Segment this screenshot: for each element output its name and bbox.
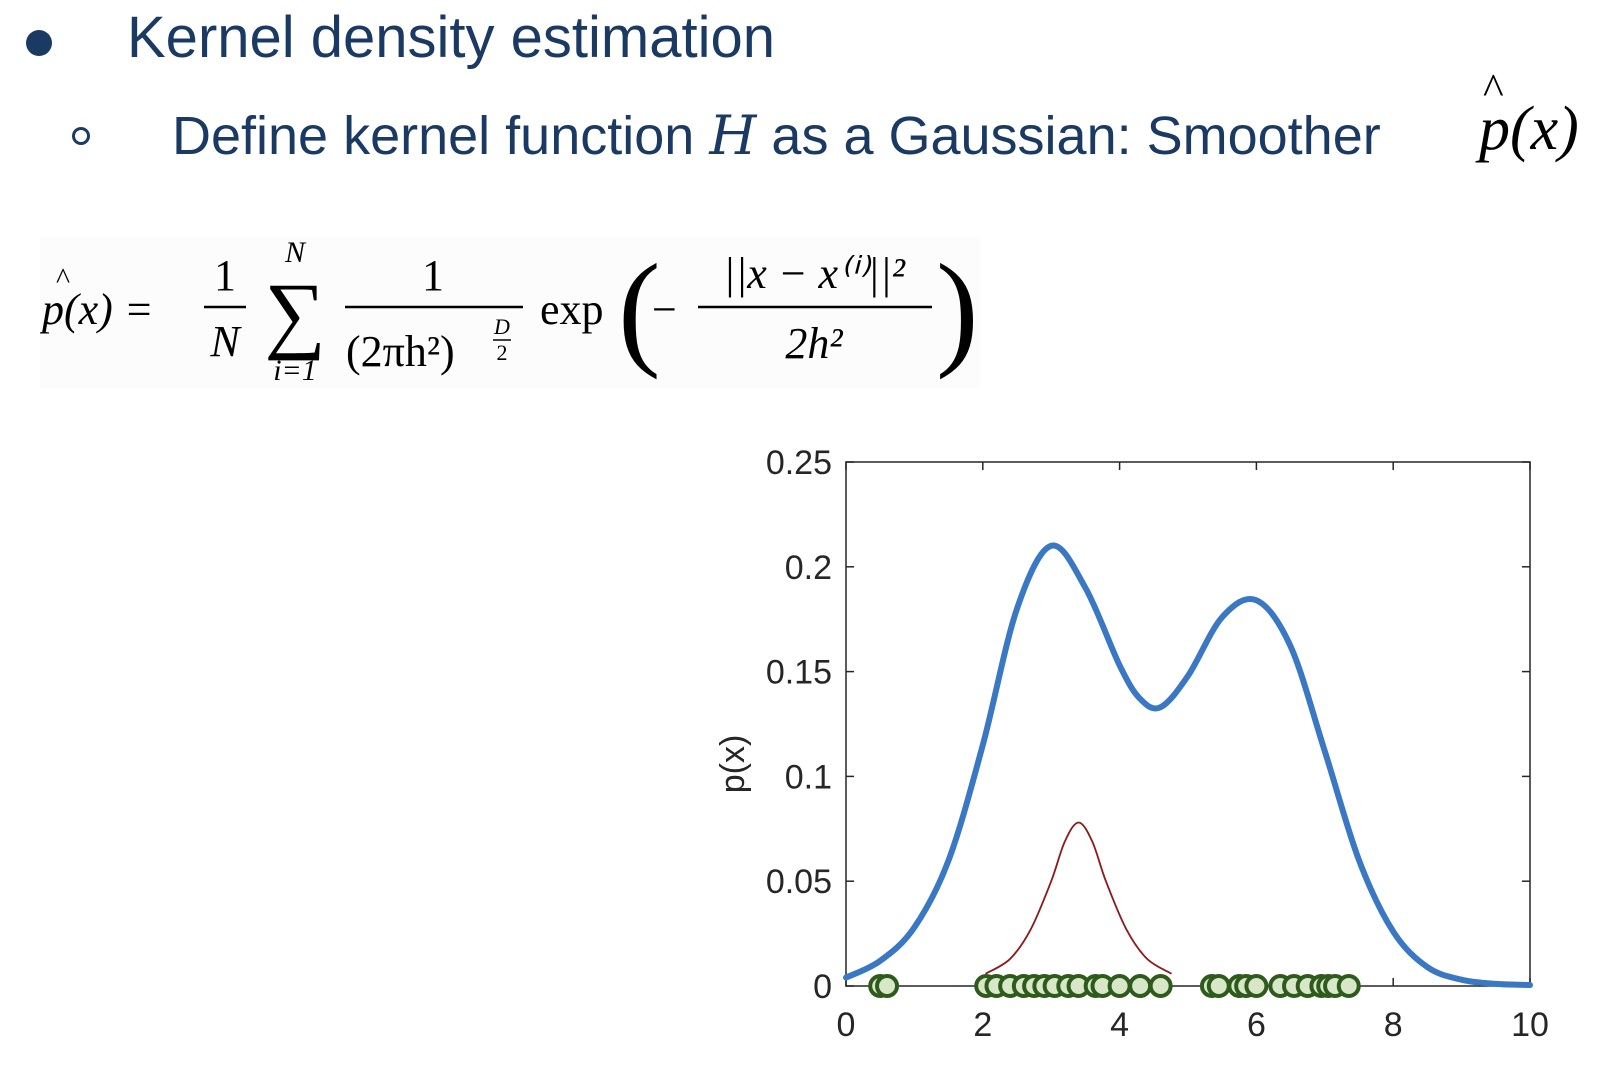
bullet-hollow	[72, 127, 90, 145]
y-tick-label: 0.25	[766, 444, 832, 482]
sample-point	[1148, 974, 1173, 998]
chart-marks	[843, 542, 1533, 998]
frac2-numerator: 1	[422, 251, 444, 300]
x-tick-label: 8	[1384, 1006, 1403, 1044]
x-tick-label: 6	[1247, 1006, 1266, 1044]
sum-sign: ∑	[264, 265, 325, 361]
left-paren: (	[618, 238, 661, 380]
y-tick-label: 0	[813, 968, 832, 1006]
right-paren: )	[936, 238, 979, 380]
sample-point	[1206, 974, 1231, 998]
y-tick-label: 0.15	[766, 654, 832, 692]
subheading-suffix: as a Gaussian: Smoother	[756, 106, 1381, 166]
frac3-denominator: 2h²	[785, 319, 843, 368]
density-chart: 0 2 4 6 8 10 0 0.05 0.1 0.15 0.2 0.25 p(x)	[714, 444, 1549, 1044]
exp-function: exp	[540, 285, 604, 334]
sample-point	[1128, 974, 1153, 998]
x-tick-label: 0	[837, 1006, 856, 1044]
slide-subheading: Define kernel function H as a Gaussian: …	[172, 104, 1381, 167]
chart-axes: 0 2 4 6 8 10 0 0.05 0.1 0.15 0.2 0.25	[766, 444, 1549, 1044]
frac3-numerator: ||x − x⁽ⁱ⁾||²	[723, 249, 906, 298]
density-curve	[843, 542, 1533, 988]
frac2-exponent-numerator: D	[493, 314, 510, 339]
x-tick-label: 2	[973, 1006, 992, 1044]
formula-lhs: p(x) =	[40, 285, 154, 334]
subheading-math: p(x)	[1479, 64, 1579, 165]
sum-upper: N	[284, 238, 307, 269]
frac1-numerator: 1	[214, 251, 236, 300]
kernel-curve	[985, 821, 1172, 975]
y-tick-label: 0.05	[766, 863, 832, 901]
subheading-prefix: Define kernel function	[172, 106, 710, 166]
sample-point	[1336, 974, 1361, 998]
sample-point	[875, 974, 900, 998]
kde-formula: p(x) = ^ 1 N N ∑ i=1 1 (2πh²) D 2 exp ( …	[40, 238, 980, 388]
slide-heading: Kernel density estimation	[127, 5, 775, 70]
plot-frame	[845, 461, 1531, 987]
frac2-exponent-denominator: 2	[497, 340, 508, 365]
y-tick-label: 0.2	[785, 549, 832, 587]
sample-point	[1107, 974, 1132, 998]
minus-sign: −	[652, 285, 677, 334]
frac1-denominator: N	[209, 317, 242, 366]
frac2-denominator: (2πh²)	[346, 327, 455, 376]
y-axis-label: p(x)	[714, 735, 752, 794]
sum-lower: i=1	[273, 354, 317, 387]
y-tick-label: 0.1	[785, 758, 832, 796]
subheading-math-text: p(x)	[1479, 64, 1579, 165]
bullet-filled	[26, 30, 52, 56]
x-tick-label: 10	[1511, 1006, 1549, 1044]
x-tick-label: 4	[1110, 1006, 1129, 1044]
formula-lhs-hat: ^	[56, 262, 70, 295]
sample-point	[1244, 974, 1269, 998]
subheading-variable: H	[709, 104, 757, 167]
